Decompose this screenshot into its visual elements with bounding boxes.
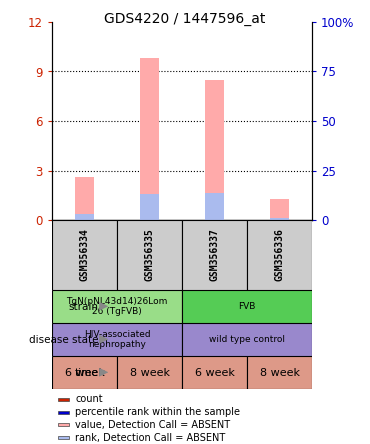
Bar [52, 323, 182, 356]
Text: 8 week: 8 week [259, 368, 299, 377]
Bar [140, 194, 159, 220]
Text: GSM356337: GSM356337 [209, 229, 219, 281]
Polygon shape [99, 368, 108, 377]
Bar [270, 218, 289, 220]
Bar [270, 198, 289, 220]
Text: GSM356336: GSM356336 [275, 229, 285, 281]
Bar [75, 177, 94, 220]
Bar [75, 214, 94, 220]
Text: GSM356334: GSM356334 [80, 229, 90, 281]
Bar [182, 290, 312, 323]
Bar [58, 423, 69, 426]
Bar [140, 58, 159, 220]
Text: count: count [75, 394, 103, 404]
Bar [205, 193, 224, 220]
Polygon shape [99, 302, 108, 311]
Text: percentile rank within the sample: percentile rank within the sample [75, 407, 240, 417]
Bar [58, 398, 69, 401]
Bar [52, 220, 117, 290]
Bar [52, 290, 182, 323]
Text: wild type control: wild type control [209, 335, 285, 344]
Bar [182, 356, 247, 389]
Bar [205, 80, 224, 220]
Bar [247, 220, 312, 290]
Text: 6 week: 6 week [64, 368, 104, 377]
Text: rank, Detection Call = ABSENT: rank, Detection Call = ABSENT [75, 432, 226, 443]
Text: time: time [74, 368, 98, 377]
Bar [247, 356, 312, 389]
Text: value, Detection Call = ABSENT: value, Detection Call = ABSENT [75, 420, 231, 430]
Bar [182, 220, 247, 290]
Text: HIV-associated
nephropathy: HIV-associated nephropathy [84, 330, 150, 349]
Text: GSM356335: GSM356335 [145, 229, 155, 281]
Text: strain: strain [68, 301, 98, 312]
Text: 6 week: 6 week [195, 368, 235, 377]
Text: disease state: disease state [28, 334, 98, 345]
Bar [117, 220, 182, 290]
Bar [58, 411, 69, 414]
Text: TgN(pNL43d14)26Lom
26 (TgFVB): TgN(pNL43d14)26Lom 26 (TgFVB) [66, 297, 168, 316]
Bar [182, 323, 312, 356]
Bar [117, 356, 182, 389]
Text: FVB: FVB [238, 302, 256, 311]
Text: 8 week: 8 week [130, 368, 169, 377]
Text: GDS4220 / 1447596_at: GDS4220 / 1447596_at [104, 12, 266, 26]
Polygon shape [99, 335, 108, 344]
Bar [58, 436, 69, 439]
Bar [52, 356, 117, 389]
